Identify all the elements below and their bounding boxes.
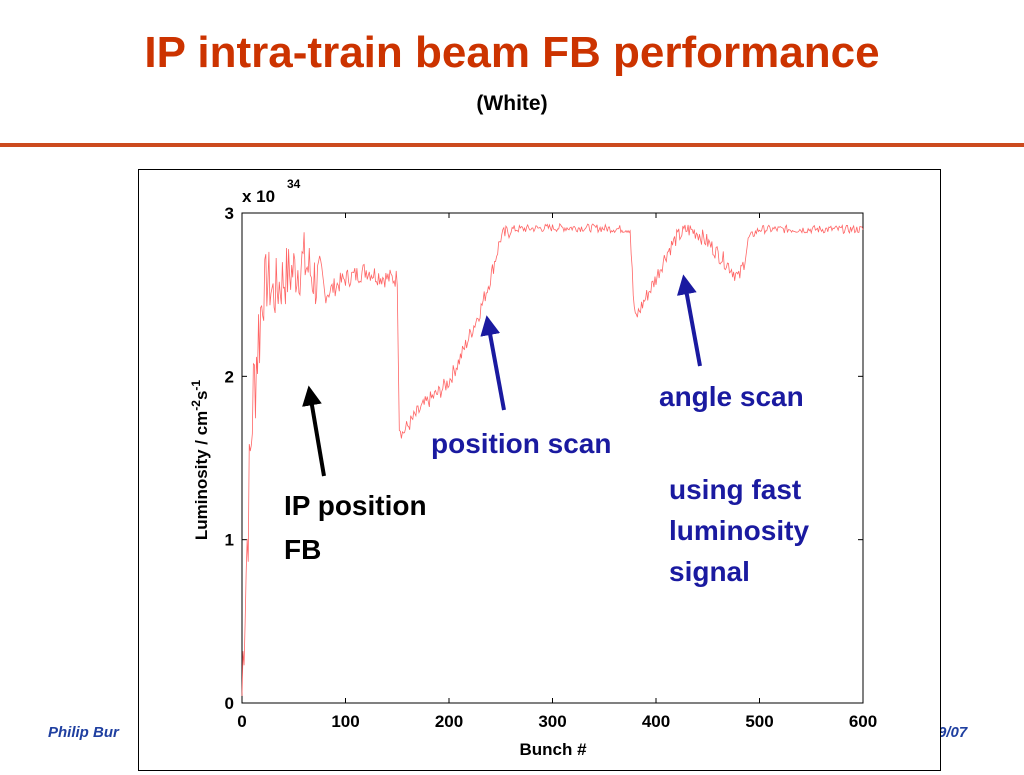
chart-panel: 0 100 200 300 400 500 600 0 1 2 3 x 10 34 Bunch #… [138,169,941,771]
x-tick-label: 600 [849,712,877,731]
y-axis-label: Luminosity / cm-2s-1 [189,380,211,541]
x-tick-label: 100 [331,712,359,731]
footer-date: 9/07 [938,724,968,741]
y-axis-label-mid: s [192,391,211,400]
y-axis-label-exp1: -2 [189,400,203,411]
footer-author: Philip Bur [48,724,119,741]
x-tick-label: 500 [745,712,773,731]
x-tick-label: 200 [435,712,463,731]
ip-feedback-arrow [302,385,326,477]
y-multiplier-exponent: 34 [287,177,301,191]
annotation-angle-scan: angle scan [659,381,804,412]
annotation-fast-line-1: using fast [669,474,801,505]
annotation-ip-position-fb: IP position FB [284,490,434,565]
y-tick-label: 2 [225,367,234,386]
position-scan-arrow [480,315,506,411]
annotation-fast-luminosity: using fast luminosity signal [669,474,817,587]
y-axis-label-main: Luminosity / cm [192,411,211,540]
x-tick-label: 0 [237,712,246,731]
y-tick-label: 0 [225,694,234,713]
annotation-ip-line-2: FB [284,534,321,565]
angle-scan-arrow [676,274,702,367]
y-tick-label: 3 [225,204,234,223]
annotation-fast-line-2: luminosity [669,515,809,546]
slide-title: IP intra-train beam FB performance [144,28,880,77]
slide-subtitle: (White) [476,92,548,115]
x-tick-label: 400 [642,712,670,731]
y-multiplier-base: x 10 [242,187,275,206]
title-divider [0,143,1024,147]
y-axis-ticks: 0 1 2 3 [225,204,863,713]
x-axis-ticks: 0 100 200 300 400 500 600 [237,213,877,731]
y-tick-label: 1 [225,531,234,550]
x-tick-label: 300 [538,712,566,731]
annotation-position-scan: position scan [431,428,611,459]
y-axis-label-exp2: -1 [189,380,203,391]
luminosity-series-line [241,222,864,696]
annotation-ip-line-1: IP position [284,490,427,521]
x-axis-label: Bunch # [519,740,587,759]
luminosity-chart: 0 100 200 300 400 500 600 0 1 2 3 x 10 34 Bunch #… [189,177,877,759]
annotation-fast-line-3: signal [669,556,750,587]
